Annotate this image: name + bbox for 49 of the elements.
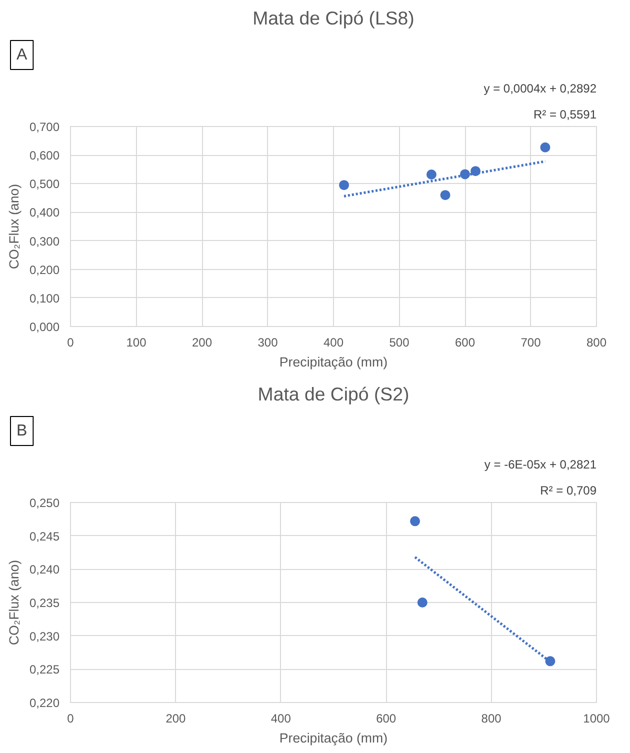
y-axis-title: CO₂Flux (ano) bbox=[6, 560, 22, 646]
y-axis-title: CO₂Flux (ano) bbox=[6, 184, 22, 270]
x-tick-label: 800 bbox=[481, 712, 502, 726]
x-tick-label: 600 bbox=[376, 712, 396, 726]
x-tick-label: 500 bbox=[389, 336, 410, 350]
y-tick-label: 0,300 bbox=[29, 234, 60, 248]
x-axis-title: Precipitação (mm) bbox=[279, 354, 388, 370]
point bbox=[545, 656, 556, 666]
point bbox=[339, 180, 350, 190]
y-tick-label: 0,700 bbox=[29, 120, 60, 134]
y-tick-label: 0,245 bbox=[29, 529, 60, 544]
x-tick-label: 200 bbox=[166, 712, 186, 726]
x-tick-label: 0 bbox=[67, 712, 74, 726]
point bbox=[410, 516, 420, 526]
y-tick-label: 0,250 bbox=[29, 496, 60, 510]
x-tick-label: 600 bbox=[454, 336, 476, 350]
x-tick-label: 300 bbox=[258, 336, 278, 350]
y-tick-label: 0,240 bbox=[29, 562, 60, 577]
y-tick-label: 0,225 bbox=[29, 662, 60, 677]
x-tick-label: 400 bbox=[323, 336, 344, 350]
chart-title: Mata de Cipó (S2) bbox=[258, 384, 410, 404]
text: y = 0,0004x + 0,2892 bbox=[484, 82, 597, 96]
text: R² = 0,709 bbox=[540, 484, 597, 498]
point bbox=[417, 598, 428, 608]
chart-title: Mata de Cipó (LS8) bbox=[252, 8, 414, 28]
point bbox=[426, 170, 436, 180]
y-tick-label: 0,100 bbox=[29, 291, 60, 306]
x-tick-label: 0 bbox=[67, 336, 74, 350]
y-tick-label: 0,220 bbox=[29, 696, 60, 710]
x-tick-label: 400 bbox=[270, 712, 292, 726]
x-tick-label: 200 bbox=[192, 336, 212, 350]
point bbox=[540, 142, 550, 152]
y-tick-label: 0,000 bbox=[29, 320, 60, 334]
x-tick-label: 700 bbox=[520, 336, 542, 350]
y-tick-label: 0,230 bbox=[29, 629, 60, 644]
text: A bbox=[16, 46, 28, 64]
point bbox=[440, 190, 450, 200]
y-tick-label: 0,200 bbox=[29, 262, 60, 277]
y-tick-label: 0,500 bbox=[29, 177, 60, 192]
x-tick-label: 800 bbox=[586, 336, 607, 350]
text: B bbox=[16, 422, 28, 440]
y-tick-label: 0,235 bbox=[29, 596, 60, 610]
x-tick-label: 1000 bbox=[583, 712, 610, 726]
text: R² = 0,5591 bbox=[533, 108, 597, 122]
x-tick-label: 100 bbox=[126, 336, 147, 350]
y-tick-label: 0,400 bbox=[29, 206, 60, 220]
y-tick-label: 0,600 bbox=[29, 148, 60, 163]
x-axis-title: Precipitação (mm) bbox=[279, 730, 388, 746]
text: y = -6E-05x + 0,2821 bbox=[484, 458, 597, 472]
